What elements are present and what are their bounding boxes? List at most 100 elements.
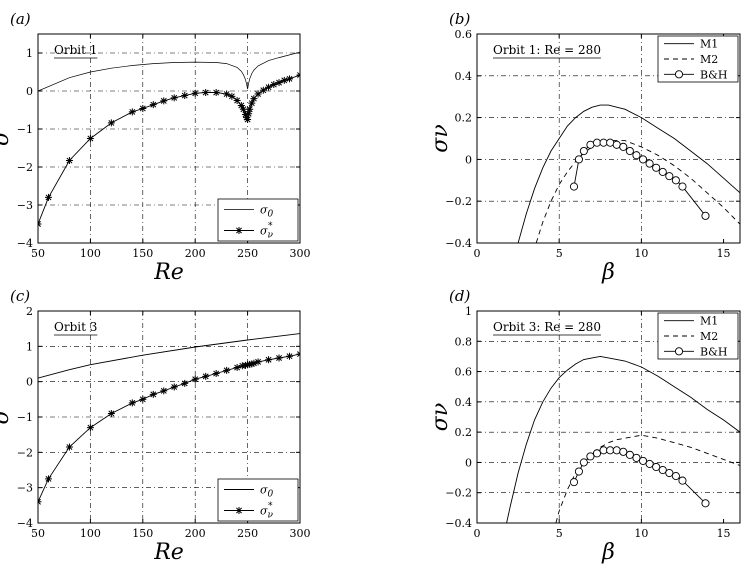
data-point-circle xyxy=(612,140,621,149)
x-tick-label: 10 xyxy=(634,247,648,260)
data-point-star xyxy=(86,424,94,432)
y-tick-label: −1 xyxy=(17,411,33,424)
data-point-star xyxy=(202,89,210,97)
y-tick-label: 0.4 xyxy=(455,70,473,83)
data-point-star xyxy=(107,119,115,127)
legend-label: σν* xyxy=(260,222,274,241)
data-point-star xyxy=(170,94,178,102)
y-tick-label: −4 xyxy=(17,517,33,530)
legend-label: σν* xyxy=(260,502,274,521)
annotation: Orbit 3: Re = 280 xyxy=(493,320,601,334)
data-point-star xyxy=(250,95,258,103)
x-tick-label: 300 xyxy=(290,247,311,260)
data-point-star xyxy=(254,90,262,98)
data-point-circle xyxy=(599,138,608,147)
y-tick-label: 0.6 xyxy=(455,366,473,379)
data-point-circle xyxy=(625,450,634,459)
y-tick-label: 0.4 xyxy=(455,396,473,409)
data-point-star xyxy=(44,475,52,483)
series-line-0 xyxy=(38,51,300,92)
data-point-circle xyxy=(579,458,588,467)
data-point-circle xyxy=(678,182,687,191)
data-point-star xyxy=(191,375,199,383)
y-tick-label: 0.2 xyxy=(455,426,473,439)
data-point-star xyxy=(65,157,73,165)
y-tick-label: 0.6 xyxy=(455,28,473,41)
legend-label: B&H xyxy=(700,345,727,358)
data-point-circle xyxy=(569,182,579,191)
y-axis-label: σν xyxy=(428,124,453,152)
data-point-star xyxy=(160,387,168,395)
data-point-circle xyxy=(652,163,661,172)
legend-label: σ0 xyxy=(260,204,274,220)
data-point-circle xyxy=(586,452,595,461)
legend-marker-star xyxy=(235,507,243,514)
data-point-circle xyxy=(592,138,602,147)
series-line-m1 xyxy=(506,355,740,523)
panel-label: (b) xyxy=(449,10,470,28)
y-axis-label: σν xyxy=(428,403,453,431)
y-tick-label: −0.4 xyxy=(445,517,472,530)
data-point-star xyxy=(243,114,251,122)
data-point-star xyxy=(246,105,254,113)
data-point-star xyxy=(233,364,241,372)
data-point-star xyxy=(245,110,253,118)
data-point-circle xyxy=(606,138,615,147)
x-tick-label: 250 xyxy=(237,527,258,540)
legend-marker-star xyxy=(235,227,243,234)
data-point-circle xyxy=(671,472,680,481)
y-tick-label: 2 xyxy=(26,305,33,318)
y-tick-label: 0 xyxy=(26,85,33,98)
data-point-star xyxy=(181,92,189,100)
series-line-0 xyxy=(38,333,300,379)
data-point-star xyxy=(139,395,147,403)
y-tick-label: 0 xyxy=(465,153,472,166)
x-tick-label: 50 xyxy=(31,247,45,260)
data-point-circle xyxy=(701,499,710,508)
data-point-star xyxy=(265,83,273,91)
data-point-star xyxy=(275,354,283,362)
data-point-circle xyxy=(632,453,641,462)
legend-marker-circle xyxy=(674,347,684,356)
legend-label: B&H xyxy=(700,68,727,81)
x-axis-label: β xyxy=(601,540,615,564)
data-point-star xyxy=(212,370,220,378)
data-point-star xyxy=(296,71,300,79)
data-point-star xyxy=(128,108,136,116)
data-point-circle xyxy=(599,446,608,455)
panel-label: (c) xyxy=(10,287,30,305)
data-point-circle xyxy=(569,478,579,487)
data-point-star xyxy=(223,90,231,98)
data-point-circle xyxy=(678,476,687,485)
data-point-star xyxy=(254,358,262,366)
y-tick-label: 0.8 xyxy=(455,335,473,348)
y-tick-label: −0.4 xyxy=(445,237,472,250)
panel-label: (a) xyxy=(10,10,31,28)
data-point-star xyxy=(38,498,42,506)
data-point-star xyxy=(296,350,300,358)
legend: M1 M2 B&H xyxy=(657,35,739,83)
data-point-star xyxy=(286,75,294,83)
x-tick-label: 5 xyxy=(556,247,563,260)
data-point-star xyxy=(265,356,273,364)
legend-marker-circle xyxy=(674,70,684,79)
data-point-star xyxy=(160,97,168,105)
data-point-star xyxy=(237,101,245,109)
data-point-star xyxy=(149,101,157,109)
data-point-star xyxy=(128,399,136,407)
legend-box xyxy=(217,198,299,242)
y-tick-label: −3 xyxy=(17,482,33,495)
series-group xyxy=(38,51,300,228)
data-point-star xyxy=(248,99,256,107)
data-point-circle xyxy=(606,446,615,455)
y-tick-label: 0.2 xyxy=(455,112,473,125)
y-tick-label: 0 xyxy=(26,376,33,389)
chart-panel-a: 50 100 150 200 250 300 −4 −3 −2 −1 0 1 (a) Orbit 1 Re σ… xyxy=(0,10,311,285)
data-point-circle xyxy=(592,449,602,458)
y-axis-label: σ xyxy=(0,130,14,146)
data-point-star xyxy=(65,443,73,451)
data-point-circle xyxy=(638,155,648,164)
legend-label: M1 xyxy=(700,315,718,328)
data-point-circle xyxy=(658,167,667,176)
